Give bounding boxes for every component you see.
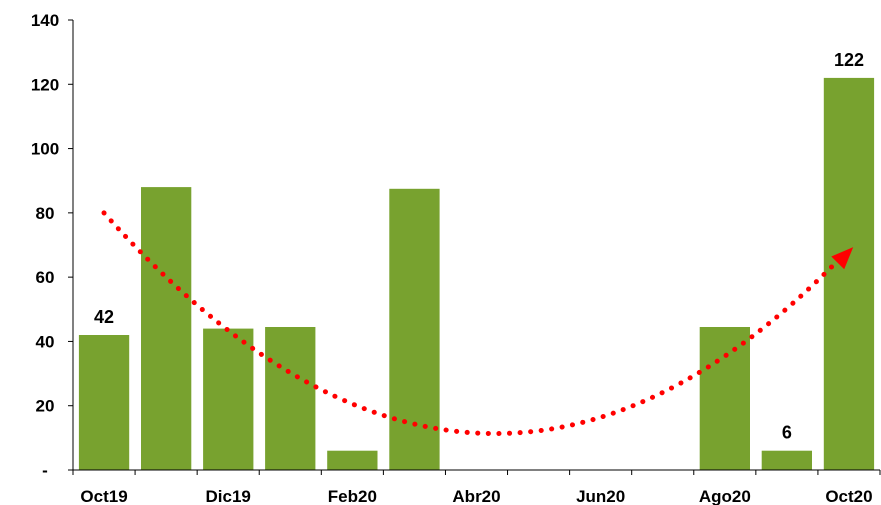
y-tick-label: 80 [36,204,55,223]
bar-mar20 [389,188,440,471]
x-tick-label: Jun20 [576,487,625,505]
data-label: 6 [782,423,792,443]
y-tick-label: 100 [31,140,59,159]
x-tick-label: Dic19 [206,487,251,505]
bar-oct20 [823,77,875,471]
x-tick-label: Oct19 [80,487,127,505]
x-tick-label: Ago20 [699,487,751,505]
y-axis-ticks: - 20 40 60 80 100 120 140 [31,11,73,480]
y-tick-label: 40 [36,332,55,351]
bar-sep20 [761,450,812,470]
axes [72,20,880,471]
x-tick-label: Feb20 [328,487,377,505]
data-labels: 42 6 122 [94,50,864,443]
y-tick-label: 60 [36,268,55,287]
y-tick-label: 120 [31,75,59,94]
x-tick-label: Oct20 [825,487,872,505]
bars [78,77,875,471]
trend-arrow [101,210,854,437]
bar-nov19 [141,187,192,470]
data-label: 42 [94,307,114,327]
bar-dic19 [203,328,254,470]
bar-oct19 [78,335,130,470]
bar-feb20 [327,450,378,470]
trend-curve [101,210,844,437]
bar-ene20 [265,327,316,470]
y-tick-label: 140 [31,11,59,30]
y-tick-label: 20 [36,397,55,416]
x-tick-label: Abr20 [452,487,500,505]
x-axis-ticks: Oct19 Dic19 Feb20 Abr20 Jun20 Ago20 Oct20 [72,470,881,505]
data-label: 122 [834,50,864,70]
bar-ago20 [699,327,750,470]
trend-arrowhead [831,247,854,270]
y-tick-label: - [42,461,48,480]
